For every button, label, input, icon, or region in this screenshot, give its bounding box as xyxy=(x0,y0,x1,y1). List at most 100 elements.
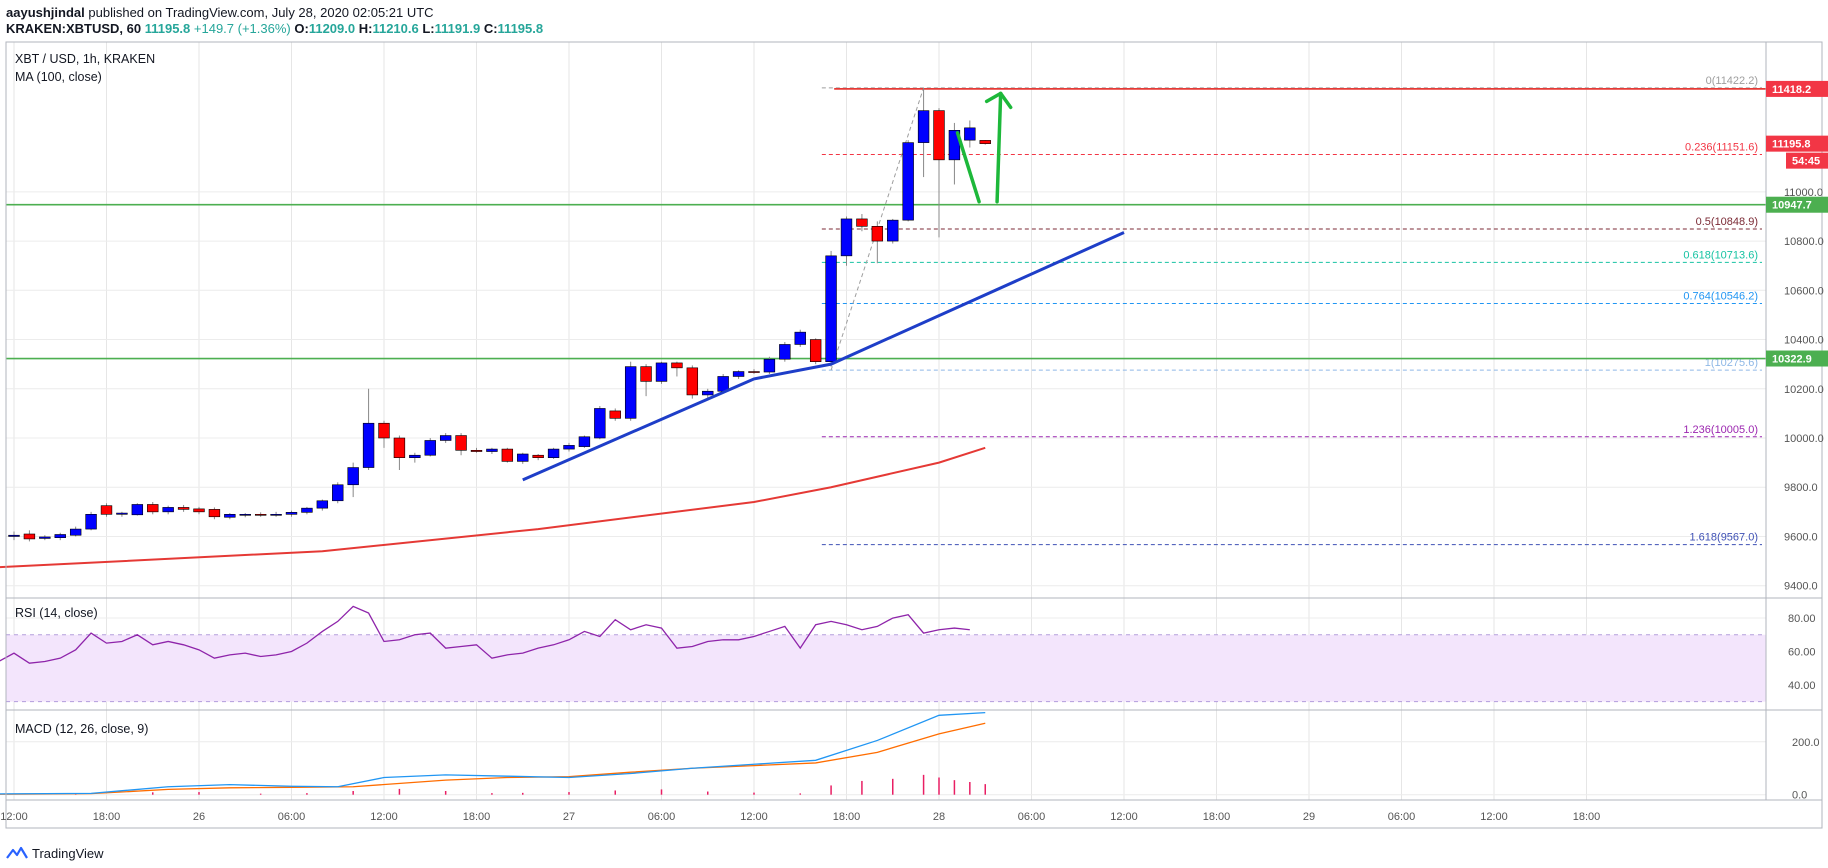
candle-body xyxy=(8,534,20,537)
candle-up xyxy=(887,218,899,244)
fib-level-label: 0.236(11151.6) xyxy=(1685,142,1758,154)
fib-level-label: 0.5(10848.9) xyxy=(1696,216,1758,228)
candle-body xyxy=(933,110,945,161)
symbol-label: KRAKEN:XBTUSD, 60 xyxy=(6,21,142,36)
candle-down xyxy=(23,530,36,542)
candle-down xyxy=(809,338,822,365)
candle-body xyxy=(486,448,498,452)
candle-body xyxy=(794,331,806,345)
candle-body xyxy=(439,435,452,441)
price-axis: 11000.0 10800.0 10600.0 10400.0 10200.0 10000… xyxy=(1766,80,1828,802)
candle-body xyxy=(393,437,406,458)
candle-down xyxy=(532,454,544,461)
candle-up xyxy=(85,511,97,531)
fib-level-label: 0.764(10546.2) xyxy=(1683,291,1758,303)
candle-up xyxy=(902,140,914,222)
candle-body xyxy=(871,226,884,242)
candle-down xyxy=(748,369,760,374)
support-price-label: 10947.7 xyxy=(1772,200,1812,212)
macd-title: MACD (12, 26, close, 9) xyxy=(15,722,149,736)
candle-down xyxy=(609,408,621,421)
publish-info: aayushjindal published on TradingView.co… xyxy=(6,5,434,21)
candle-body xyxy=(655,362,668,382)
candle-body xyxy=(254,514,267,516)
price-tick-label: 11000.0 xyxy=(1784,187,1823,199)
time-tick-label: 18:00 xyxy=(1573,811,1601,823)
candle-up xyxy=(424,438,436,457)
close-label: C: xyxy=(483,21,498,36)
support-price-tag xyxy=(1766,196,1828,213)
candle-down xyxy=(208,507,221,520)
time-tick-label: 27 xyxy=(563,811,575,823)
outer-frame xyxy=(5,41,1823,829)
rsi-tick-label: 80.00 xyxy=(1788,613,1816,625)
candle-up xyxy=(285,510,298,517)
drawings xyxy=(522,91,1125,482)
candle-body xyxy=(717,376,729,392)
publisher-name[interactable]: aayushjindal xyxy=(6,5,85,20)
price-tick-label: 10800.0 xyxy=(1784,236,1824,248)
candle-down xyxy=(671,361,683,377)
candle-up xyxy=(116,511,128,517)
time-tick-label: 29 xyxy=(1303,811,1315,823)
fib-level-label: 1.236(10005.0) xyxy=(1683,424,1758,436)
candle-body xyxy=(316,500,329,509)
candle-body xyxy=(702,390,714,396)
macd-tick-label: 200.0 xyxy=(1792,737,1820,749)
candle-body xyxy=(147,504,159,513)
brand-name[interactable]: TradingView xyxy=(32,845,104,861)
high-label: H: xyxy=(358,21,373,36)
close-value: 11195.8 xyxy=(497,21,544,36)
candle-body xyxy=(224,514,236,518)
candle-body xyxy=(131,504,144,516)
candle-body xyxy=(825,255,837,362)
macd-series xyxy=(0,711,986,795)
candle-up xyxy=(8,531,20,541)
price-tick-label: 9400.0 xyxy=(1784,581,1818,593)
low-value: 11191.9 xyxy=(434,21,481,36)
candle-body xyxy=(779,344,791,360)
candle-body xyxy=(609,410,621,419)
low-label: L: xyxy=(422,21,435,36)
chart-canvas[interactable]: 0(11422.2) 0.236(11151.6) 0.5(10848.9) 0.61… xyxy=(0,40,1828,832)
price-tick-label: 10400.0 xyxy=(1784,335,1824,347)
moving-average xyxy=(0,446,986,569)
time-tick-label: 18:00 xyxy=(833,811,861,823)
candle-up xyxy=(301,506,313,515)
candle-up xyxy=(362,388,375,470)
candle-body xyxy=(409,454,421,458)
candle-body xyxy=(979,140,991,144)
candle-body xyxy=(23,533,36,540)
rsi-band xyxy=(6,634,1766,702)
candle-body xyxy=(640,366,652,382)
candle-body xyxy=(517,453,529,462)
candle-up xyxy=(162,505,174,515)
candle-down xyxy=(455,433,467,456)
time-tick-label: 18:00 xyxy=(1203,811,1231,823)
candle-up xyxy=(547,447,560,459)
tradingview-logo-icon[interactable] xyxy=(6,846,28,860)
fib-level-label: 1(10275.6) xyxy=(1705,357,1758,369)
candle-up xyxy=(794,329,806,347)
candle-down xyxy=(393,435,406,470)
rsi-title: RSI (14, close) xyxy=(15,606,98,620)
projection-up-arrow xyxy=(995,91,1003,204)
countdown-label: 54:45 xyxy=(1792,156,1820,168)
price-tick-label: 9600.0 xyxy=(1784,531,1818,543)
candle-up xyxy=(332,482,344,504)
support-price-label: 10322.9 xyxy=(1772,354,1812,366)
candle-body xyxy=(856,218,868,227)
candle-body xyxy=(732,371,745,377)
candle-up xyxy=(964,120,976,148)
candle-body xyxy=(594,408,606,439)
candle-up xyxy=(224,513,236,520)
candle-down xyxy=(177,504,190,512)
candle-down xyxy=(254,512,267,517)
candle-body xyxy=(902,142,914,221)
candle-body xyxy=(470,450,483,452)
candle-body xyxy=(964,127,976,141)
time-axis: 12:00 18:00 26 06:00 12:00 18:00 27 06:00 12:00 1… xyxy=(0,811,1600,823)
candle-up xyxy=(270,511,282,517)
candle-body xyxy=(671,362,683,369)
time-tick-label: 18:00 xyxy=(463,811,491,823)
